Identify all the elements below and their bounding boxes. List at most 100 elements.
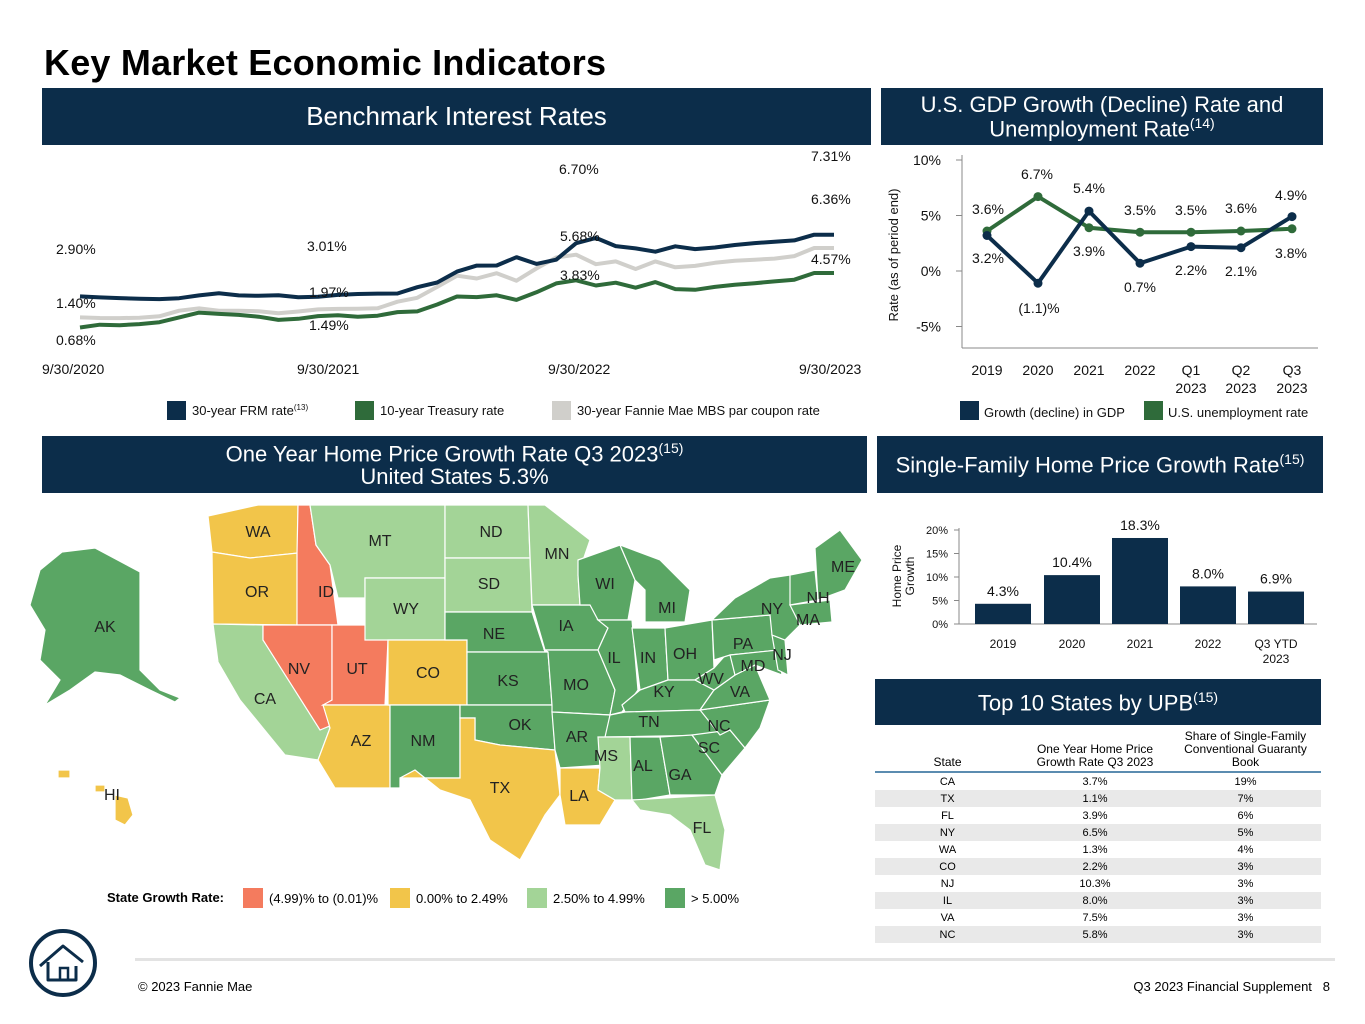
x-tick-label-part: 2021 — [1073, 362, 1104, 378]
unemployment-value-label: 3.6% — [972, 201, 1004, 217]
x-tick-label-part: 2023 — [1225, 380, 1256, 396]
x-tick-label: 9/30/2022 — [548, 361, 610, 377]
state-label-nv: NV — [288, 661, 311, 678]
state-label-ks: KS — [497, 673, 518, 690]
y-tick-label: 0% — [921, 263, 941, 279]
unemployment-legend-swatch — [1144, 401, 1163, 420]
table-header-row: State One Year Home Price Growth Rate Q3… — [875, 728, 1321, 773]
frm-legend-label: 30-year FRM rate(13) — [192, 403, 308, 418]
state-label-wy: WY — [393, 601, 419, 618]
x-tick-label-part: 2020 — [1022, 362, 1053, 378]
bar-value-label: 10.4% — [1052, 554, 1092, 570]
unemployment-point — [1236, 226, 1246, 236]
gdp-value-label: (1.1)% — [1018, 300, 1059, 316]
unemployment-value-label: 3.5% — [1175, 202, 1207, 218]
unemployment-value-label: 6.7% — [1021, 166, 1053, 182]
state-label-sc: SC — [698, 740, 720, 757]
x-tick-label-part: Q3 YTD — [1254, 637, 1297, 651]
rates-banner-title: Benchmark Interest Rates — [306, 100, 607, 131]
cell-growth: 3.7% — [1082, 775, 1108, 788]
state-FL — [630, 794, 726, 871]
bar-value-label: 8.0% — [1192, 565, 1224, 581]
gdp-value-label: 3.2% — [972, 250, 1004, 266]
footer-rule — [135, 958, 1335, 961]
mbs-legend-swatch — [552, 401, 571, 420]
map-banner-line1: One Year Home Price Growth Rate Q3 2023 — [225, 441, 659, 467]
x-tick-label-part: 2019 — [971, 362, 1002, 378]
x-tick-label: 2020 — [1059, 637, 1086, 651]
state-label-oh: OH — [673, 646, 697, 663]
table-row: VA 7.5% 3% — [875, 909, 1321, 926]
cell-growth: 8.0% — [1020, 892, 1170, 909]
state-MD — [729, 649, 783, 676]
state-label-il: IL — [607, 650, 620, 667]
state-label-ok: OK — [508, 717, 531, 734]
x-tick-label-part: 2022 — [1124, 362, 1155, 378]
state-label-ar: AR — [566, 729, 588, 746]
cell-state: CA — [939, 775, 956, 788]
map-banner-footnote: (15) — [658, 439, 684, 456]
x-tick-label-part: Q2 — [1232, 362, 1251, 378]
x-tick-label-part: 2023 — [1276, 380, 1307, 396]
footer-copyright: © 2023 Fannie Mae — [138, 979, 253, 994]
cell-share: 3% — [1170, 926, 1321, 943]
state-HI-3 — [94, 784, 106, 793]
map-legend-label: (4.99)% to (0.01)% — [269, 890, 379, 906]
frm-line — [79, 232, 834, 302]
gdp-point — [982, 231, 992, 240]
state-label-sd: SD — [478, 576, 500, 593]
x-tick-label: 2021 — [1127, 637, 1154, 651]
x-tick-label: 2022 — [1195, 637, 1222, 651]
map-legend-label: 0.00% to 2.49% — [416, 890, 508, 906]
state-label-co: CO — [416, 665, 440, 682]
frm-legend-swatch — [167, 401, 186, 420]
state-label-va: VA — [730, 684, 750, 701]
state-label-al: AL — [633, 758, 653, 775]
state-TX — [399, 717, 561, 861]
unemployment-point — [1084, 223, 1094, 233]
x-tick-label: Q3 YTD 2023 — [1254, 637, 1297, 666]
state-label-ms: MS — [594, 748, 618, 765]
state-label-pa: PA — [733, 636, 753, 653]
cell-share: 3% — [1237, 911, 1254, 924]
state-label-mo: MO — [563, 677, 589, 694]
cell-state: FL — [941, 809, 954, 822]
col-header-state: State — [875, 728, 1020, 773]
state-label-tx: TX — [490, 780, 511, 797]
bar — [1180, 586, 1236, 624]
map-legend-item-red: (4.99)% to (0.01)% — [243, 888, 378, 908]
table-row: IL 8.0% 3% — [875, 892, 1321, 909]
state-label-wi: WI — [595, 576, 615, 593]
gdp-point — [1287, 212, 1297, 222]
map-legend-item-yellow: 0.00% to 2.49% — [390, 888, 508, 908]
state-label-wv: WV — [698, 671, 724, 688]
mbs-value-label: 1.40% — [56, 295, 96, 311]
cell-growth: 1.3% — [1082, 843, 1108, 856]
y-tick-label: -5% — [916, 319, 941, 335]
footer-doc-title: Q3 2023 Financial Supplement — [1133, 979, 1312, 994]
y-axis-label-part: Growth — [903, 557, 917, 596]
col-header-share: Share of Single-Family Conventional Guar… — [1170, 728, 1321, 773]
unemployment-value-label: 3.9% — [1073, 243, 1105, 259]
map-legend: State Growth Rate: (4.99)% to (0.01)% 0.… — [107, 888, 807, 908]
state-label-ma: MA — [796, 612, 820, 629]
swatch-red — [243, 888, 263, 908]
state-MI — [618, 543, 691, 623]
state-label-mt: MT — [368, 533, 391, 550]
state-label-la: LA — [569, 788, 589, 805]
state-label-az: AZ — [351, 733, 372, 750]
y-axis-label-part: Home Price — [890, 544, 904, 607]
treasury-legend-label: 10-year Treasury rate — [380, 403, 504, 418]
table-row: NJ 10.3% 3% — [875, 875, 1321, 892]
state-label-in: IN — [640, 650, 656, 667]
unemployment-point — [1033, 192, 1043, 202]
top10-banner-title: Top 10 States by UPB — [977, 690, 1194, 716]
bar-value-label: 18.3% — [1120, 517, 1160, 533]
y-tick-label: 5% — [932, 596, 948, 608]
state-label-tn: TN — [638, 714, 659, 731]
mbs-legend-label: 30-year Fannie Mae MBS par coupon rate — [577, 403, 820, 418]
unemployment-point — [1135, 227, 1145, 237]
unemployment-value-label: 3.5% — [1124, 202, 1156, 218]
state-label-ny: NY — [761, 601, 784, 618]
table-row: NY 6.5% 5% — [875, 824, 1321, 841]
